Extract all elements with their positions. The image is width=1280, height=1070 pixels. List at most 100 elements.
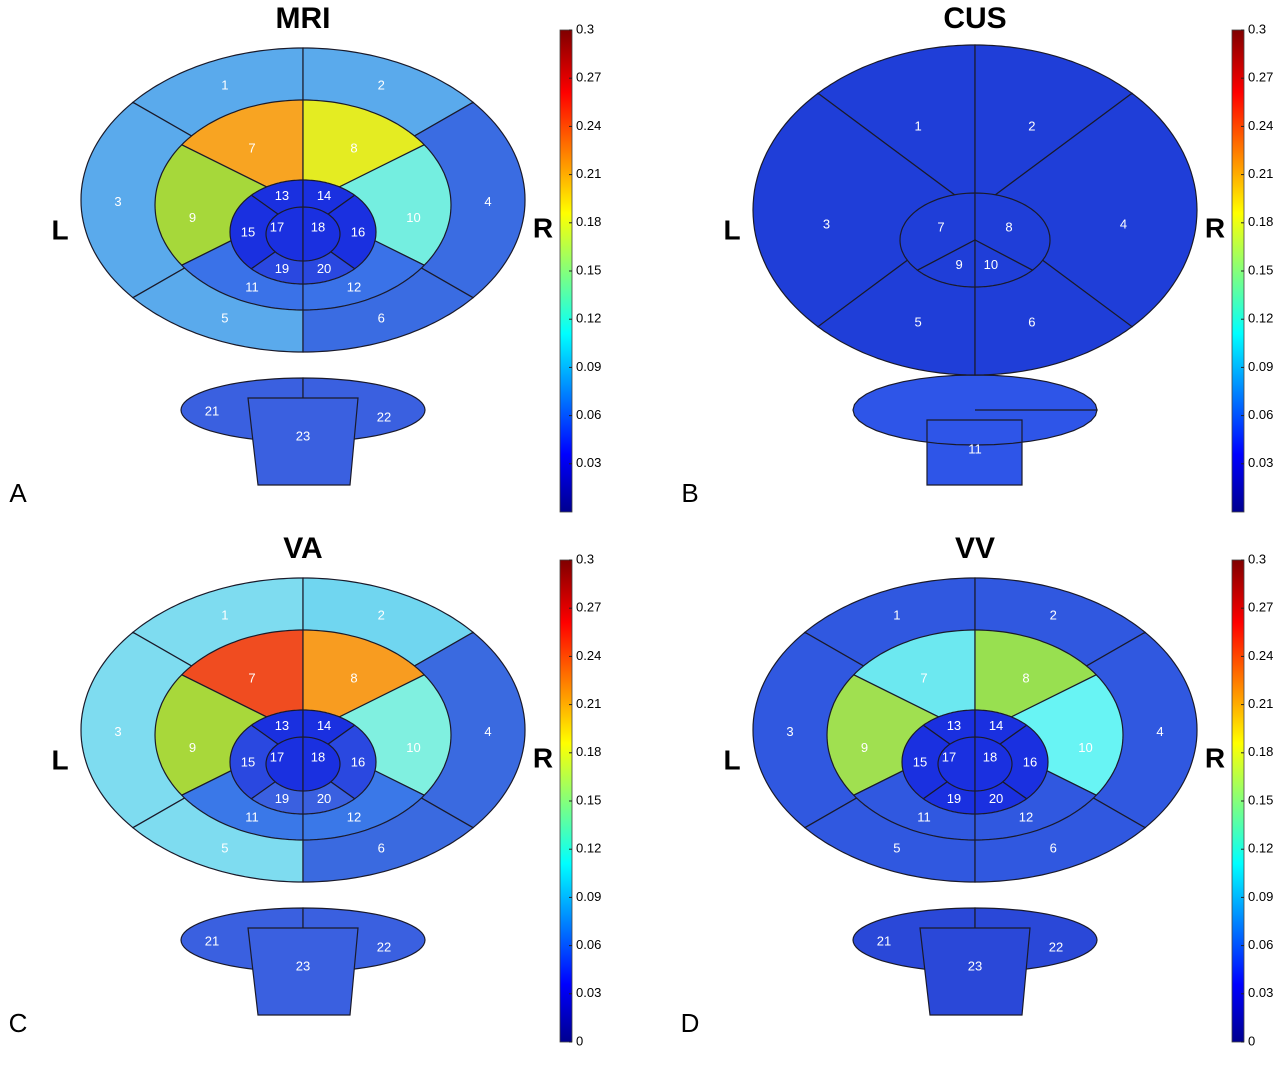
region-label: 10: [406, 740, 420, 755]
region: [919, 927, 1031, 1016]
region-label: 8: [1022, 670, 1029, 685]
region-label: 20: [317, 261, 331, 276]
region-label: 1: [221, 77, 228, 92]
region: [899, 192, 976, 271]
region-label: 5: [915, 314, 922, 329]
region-label: 18: [311, 749, 325, 764]
panel-title: VA: [283, 532, 322, 565]
colorbar-tick-label: 0.18: [1248, 744, 1273, 759]
region-label: 11: [917, 810, 931, 825]
colorbar-tick-label: 0.18: [576, 214, 601, 229]
region-label: 10: [1078, 740, 1092, 755]
colorbar-tick-label: 0.03: [576, 985, 601, 1000]
colorbar-tick-label: 0: [576, 1033, 583, 1048]
colorbar-tick-label: 0.15: [1248, 792, 1273, 807]
region: [974, 192, 1051, 271]
region-label: 9: [861, 740, 868, 755]
colorbar-tick-label: 0.12: [576, 841, 601, 856]
region: [265, 736, 304, 792]
colorbar-tick-label: 0.06: [576, 937, 601, 952]
colorbar-tick-label: 0.3: [1248, 551, 1266, 566]
region: [974, 629, 1098, 736]
colorbar-tick-label: 0.06: [1248, 407, 1273, 422]
region-label: 7: [248, 140, 255, 155]
region-label: 17: [270, 749, 284, 764]
region: [973, 674, 1124, 796]
region-label: 7: [937, 220, 944, 235]
colorbar-tick-label: 0.27: [576, 70, 601, 85]
region: [302, 629, 426, 736]
region-label: 5: [221, 840, 228, 855]
region: [247, 397, 359, 486]
colorbar-tick-label: 0.12: [1248, 841, 1273, 856]
colorbar-tick-label: 0.27: [1248, 70, 1273, 85]
colorbar-tick-label: 0.21: [1248, 696, 1273, 711]
region-label: 14: [317, 188, 331, 203]
region-label: 16: [351, 754, 365, 769]
colorbar-tick-label: 0.06: [576, 407, 601, 422]
colorbar-tick-label: 0.06: [1248, 937, 1273, 952]
region-label: 11: [968, 441, 982, 456]
colorbar-tick-label: 0.3: [576, 21, 594, 36]
colorbar-tick-label: 0.3: [1248, 21, 1266, 36]
region: [974, 44, 1134, 212]
colorbar-tick-label: 0.15: [576, 262, 601, 277]
colorbar-tick-label: 0.24: [576, 118, 601, 133]
region-label: 9: [189, 210, 196, 225]
colorbar-tick-label: 0.09: [576, 359, 601, 374]
colorbar-tick-label: 0.03: [576, 455, 601, 470]
colorbar-tick-label: 0.27: [1248, 600, 1273, 615]
region: [973, 92, 1198, 328]
region-label: 9: [956, 257, 963, 272]
region: [180, 629, 304, 736]
colorbar-tick-label: 0.03: [1248, 985, 1273, 1000]
region: [302, 736, 341, 792]
region-label: 2: [378, 607, 385, 622]
side-label: R: [1205, 212, 1225, 243]
panel-title: MRI: [276, 2, 331, 35]
region-label: 11: [245, 280, 259, 295]
panel-title: VV: [955, 532, 995, 565]
region-label: 1: [221, 607, 228, 622]
region: [154, 144, 305, 266]
colorbar-tick-label: 0.24: [1248, 648, 1273, 663]
region-label: 1: [893, 607, 900, 622]
region-label: 4: [1156, 724, 1163, 739]
region-label: 21: [877, 933, 891, 948]
panel-title: CUS: [943, 2, 1006, 35]
region-label: 12: [1019, 810, 1033, 825]
region-label: 12: [347, 280, 361, 295]
colorbar-tick-label: 0.12: [576, 311, 601, 326]
region: [852, 374, 1098, 486]
region-label: 8: [1005, 220, 1012, 235]
region-label: 17: [270, 219, 284, 234]
region: [852, 629, 976, 736]
colorbar-tick-label: 0.24: [1248, 118, 1273, 133]
region-label: 7: [920, 670, 927, 685]
region: [974, 239, 1034, 288]
panel-letter: B: [681, 478, 698, 508]
colorbar-tick-label: 0: [1248, 1033, 1255, 1048]
region-label: 14: [989, 718, 1003, 733]
region-label: 23: [296, 958, 310, 973]
region-label: 6: [378, 840, 385, 855]
region-label: 21: [205, 933, 219, 948]
colorbar-tick-label: 0.24: [576, 648, 601, 663]
region-label: 23: [968, 958, 982, 973]
panel-letter: D: [681, 1008, 700, 1038]
colorbar-tick-label: 0.15: [576, 792, 601, 807]
region-label: 5: [893, 840, 900, 855]
side-label: R: [533, 742, 553, 773]
region-label: 3: [823, 216, 830, 231]
region: [180, 99, 304, 206]
region-label: 3: [114, 194, 121, 209]
colorbar-tick-label: 0.09: [576, 889, 601, 904]
region: [816, 44, 976, 212]
region: [752, 92, 977, 328]
region: [302, 206, 341, 262]
region-label: 2: [1028, 119, 1035, 134]
region-label: 22: [377, 939, 391, 954]
colorbar-tick-label: 0.21: [576, 166, 601, 181]
